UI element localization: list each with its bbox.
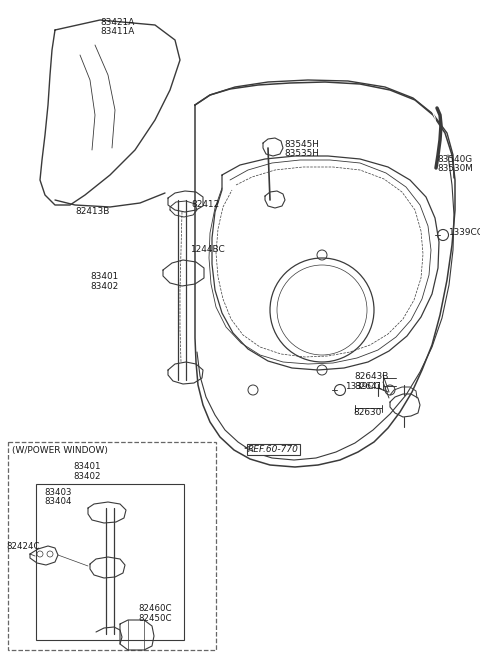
Text: 82450C: 82450C — [138, 614, 171, 623]
Text: 82641: 82641 — [354, 382, 382, 391]
Text: 82460C: 82460C — [138, 604, 171, 613]
Text: 82630: 82630 — [354, 408, 382, 417]
Text: 83411A: 83411A — [101, 27, 135, 36]
Text: 83530M: 83530M — [437, 164, 473, 173]
Text: 83402: 83402 — [73, 472, 100, 481]
Text: 82643B: 82643B — [354, 372, 388, 381]
Text: (W/POWER WINDOW): (W/POWER WINDOW) — [12, 446, 108, 455]
Text: 83402: 83402 — [90, 282, 118, 291]
Text: 1339CC: 1339CC — [345, 382, 380, 391]
Text: 82413B: 82413B — [75, 207, 109, 216]
Text: 1244BC: 1244BC — [190, 245, 225, 254]
Bar — [36, 484, 184, 640]
Text: 83421A: 83421A — [101, 18, 135, 27]
Bar — [8, 442, 216, 650]
Text: 83545H: 83545H — [284, 140, 319, 149]
Text: 82412: 82412 — [191, 200, 219, 209]
Text: 83535H: 83535H — [284, 149, 319, 158]
Text: REF.60-770: REF.60-770 — [248, 445, 299, 454]
Text: 83403: 83403 — [44, 488, 72, 497]
Text: 83401: 83401 — [90, 272, 118, 281]
Text: 1339CC: 1339CC — [448, 228, 480, 237]
Text: 83540G: 83540G — [437, 155, 472, 164]
Text: 83404: 83404 — [44, 497, 72, 506]
Text: 83401: 83401 — [73, 462, 100, 471]
Text: 82424C: 82424C — [6, 542, 39, 551]
